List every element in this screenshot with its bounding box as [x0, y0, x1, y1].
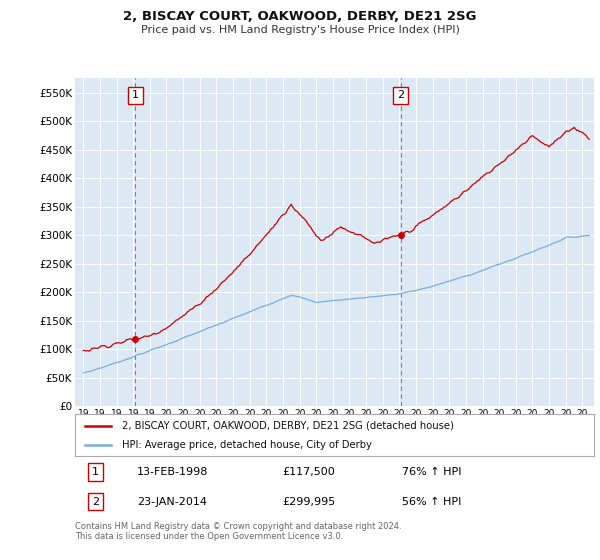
Text: Price paid vs. HM Land Registry's House Price Index (HPI): Price paid vs. HM Land Registry's House … [140, 25, 460, 35]
Text: 23-JAN-2014: 23-JAN-2014 [137, 497, 207, 507]
Text: £299,995: £299,995 [283, 497, 336, 507]
Text: 56% ↑ HPI: 56% ↑ HPI [402, 497, 461, 507]
Text: £117,500: £117,500 [283, 467, 335, 477]
Text: 76% ↑ HPI: 76% ↑ HPI [402, 467, 461, 477]
Text: 1: 1 [92, 467, 99, 477]
Text: 2, BISCAY COURT, OAKWOOD, DERBY, DE21 2SG: 2, BISCAY COURT, OAKWOOD, DERBY, DE21 2S… [123, 10, 477, 23]
Text: 1: 1 [132, 91, 139, 100]
Text: 2: 2 [92, 497, 100, 507]
Text: 13-FEB-1998: 13-FEB-1998 [137, 467, 209, 477]
Text: HPI: Average price, detached house, City of Derby: HPI: Average price, detached house, City… [122, 440, 371, 450]
Text: 2: 2 [397, 91, 404, 100]
Text: 2, BISCAY COURT, OAKWOOD, DERBY, DE21 2SG (detached house): 2, BISCAY COURT, OAKWOOD, DERBY, DE21 2S… [122, 421, 454, 431]
Text: Contains HM Land Registry data © Crown copyright and database right 2024.
This d: Contains HM Land Registry data © Crown c… [75, 522, 401, 542]
